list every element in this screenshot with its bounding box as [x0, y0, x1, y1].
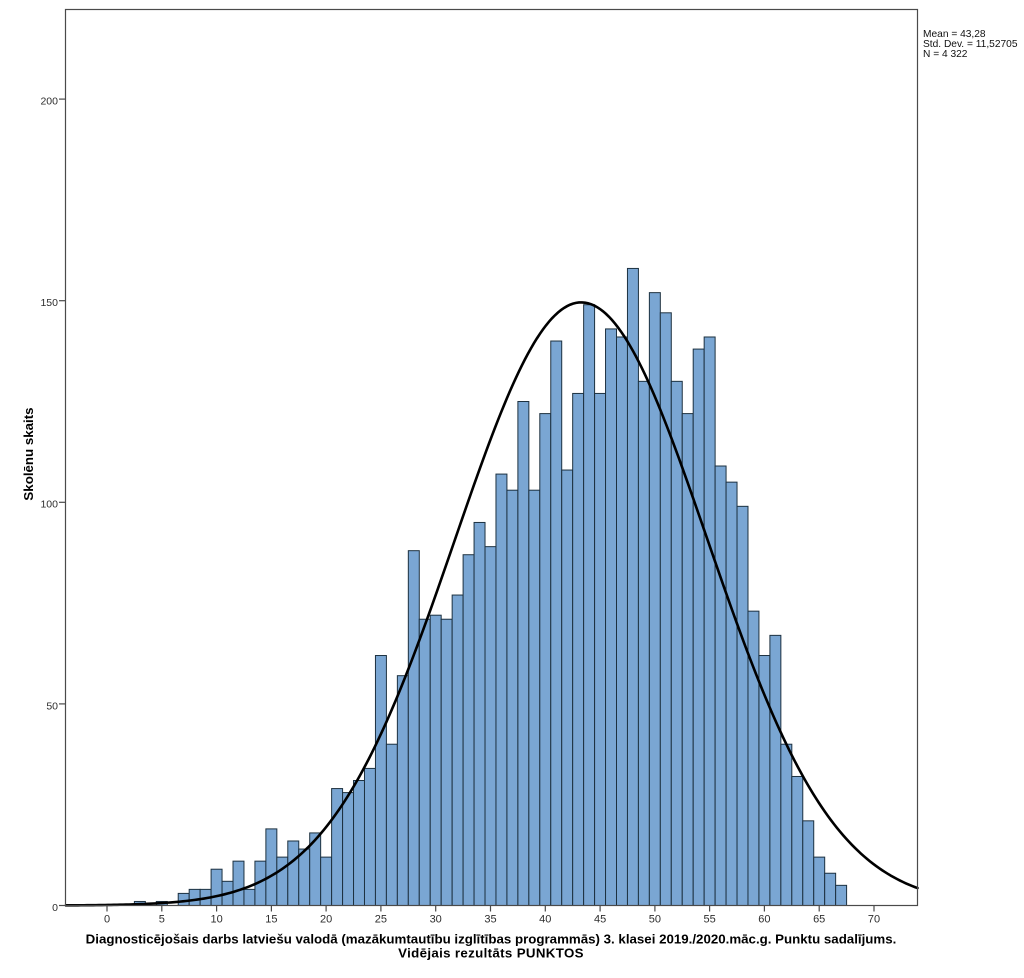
svg-text:15: 15	[265, 913, 277, 925]
svg-text:Diagnosticējošais darbs latvie: Diagnosticējošais darbs latviešu valodā …	[86, 932, 897, 947]
svg-text:200: 200	[40, 96, 58, 108]
svg-text:Skolēnu skaits: Skolēnu skaits	[21, 407, 36, 500]
svg-text:35: 35	[484, 913, 496, 925]
svg-text:50: 50	[46, 700, 58, 712]
svg-text:65: 65	[813, 913, 825, 925]
svg-text:30: 30	[430, 913, 442, 925]
svg-text:50: 50	[649, 913, 661, 925]
svg-text:55: 55	[703, 913, 715, 925]
svg-text:150: 150	[40, 297, 58, 309]
svg-text:Vidējais rezultāts PUNKTOS: Vidējais rezultāts PUNKTOS	[398, 945, 584, 960]
svg-text:25: 25	[375, 913, 387, 925]
svg-text:0: 0	[52, 902, 58, 914]
svg-text:45: 45	[594, 913, 606, 925]
svg-text:40: 40	[539, 913, 551, 925]
svg-text:Std. Dev. = 11,52705: Std. Dev. = 11,52705	[923, 39, 1018, 50]
svg-text:N = 4 322: N = 4 322	[923, 49, 968, 60]
svg-text:100: 100	[40, 499, 58, 511]
svg-text:60: 60	[758, 913, 770, 925]
svg-text:70: 70	[868, 913, 880, 925]
svg-text:10: 10	[210, 913, 222, 925]
svg-text:5: 5	[159, 913, 165, 925]
svg-text:0: 0	[104, 913, 110, 925]
svg-text:20: 20	[320, 913, 332, 925]
svg-text:Mean = 43,28: Mean = 43,28	[923, 29, 986, 40]
